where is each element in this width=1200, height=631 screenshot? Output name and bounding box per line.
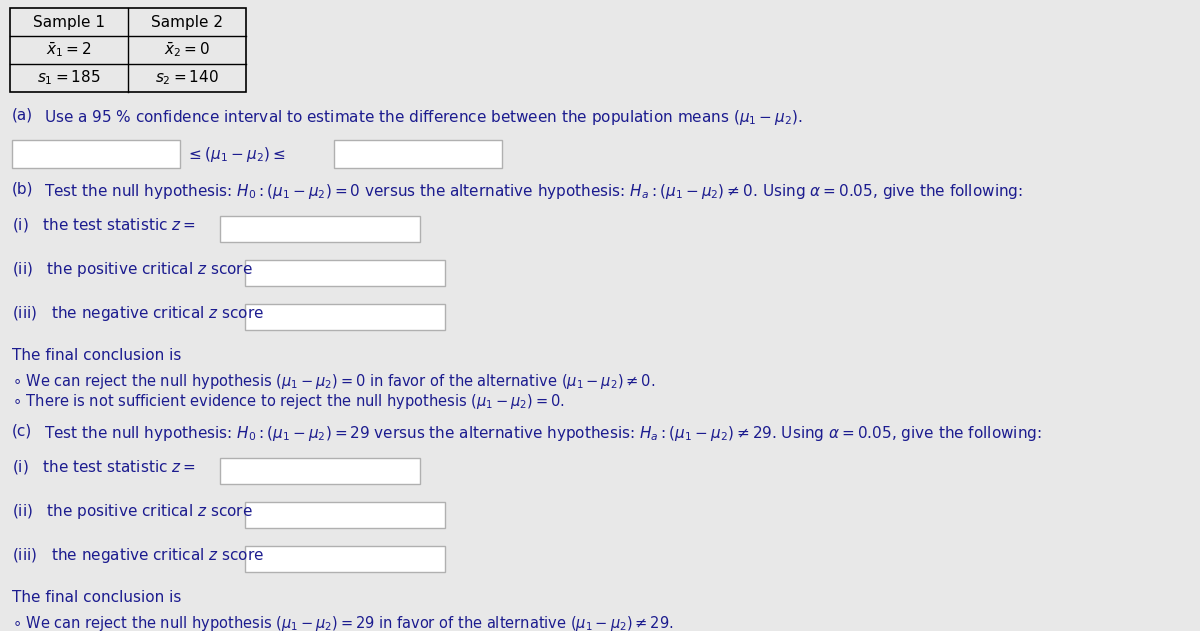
Text: (ii)   the positive critical $z$ score: (ii) the positive critical $z$ score	[12, 260, 253, 279]
Text: $\leq (\mu_1 - \mu_2) \leq$: $\leq (\mu_1 - \mu_2) \leq$	[186, 144, 286, 163]
Text: $\bar{x}_2 = 0$: $\bar{x}_2 = 0$	[164, 40, 210, 59]
FancyBboxPatch shape	[220, 458, 420, 484]
Text: (i)   the test statistic $z =$: (i) the test statistic $z =$	[12, 216, 196, 234]
FancyBboxPatch shape	[245, 546, 445, 572]
Text: Sample 1: Sample 1	[34, 15, 106, 30]
Text: (c): (c)	[12, 424, 32, 439]
Text: $\circ$ There is not sufficient evidence to reject the null hypothesis $(\mu_1 -: $\circ$ There is not sufficient evidence…	[12, 392, 565, 411]
Text: Test the null hypothesis: $H_0 : (\mu_1 - \mu_2) = 29$ versus the alternative hy: Test the null hypothesis: $H_0 : (\mu_1 …	[44, 424, 1042, 443]
Text: $s_2 = 140$: $s_2 = 140$	[155, 69, 218, 87]
FancyBboxPatch shape	[245, 260, 445, 286]
Text: $\bar{x}_1 = 2$: $\bar{x}_1 = 2$	[46, 40, 92, 59]
Text: (ii)   the positive critical $z$ score: (ii) the positive critical $z$ score	[12, 502, 253, 521]
FancyBboxPatch shape	[334, 140, 502, 168]
Text: $s_1 = 185$: $s_1 = 185$	[37, 69, 101, 87]
Text: Sample 2: Sample 2	[151, 15, 223, 30]
Text: Use a 95 % confidence interval to estimate the difference between the population: Use a 95 % confidence interval to estima…	[44, 108, 803, 127]
Bar	[10, 8, 246, 92]
FancyBboxPatch shape	[245, 502, 445, 528]
Text: (iii)   the negative critical $z$ score: (iii) the negative critical $z$ score	[12, 546, 264, 565]
Text: $\circ$ We can reject the null hypothesis $(\mu_1 - \mu_2) = 0$ in favor of the : $\circ$ We can reject the null hypothesi…	[12, 372, 655, 391]
Text: The final conclusion is: The final conclusion is	[12, 348, 181, 363]
Text: The final conclusion is: The final conclusion is	[12, 590, 181, 605]
FancyBboxPatch shape	[245, 304, 445, 330]
Text: Test the null hypothesis: $H_0 : (\mu_1 - \mu_2) = 0$ versus the alternative hyp: Test the null hypothesis: $H_0 : (\mu_1 …	[44, 182, 1022, 201]
Text: (i)   the test statistic $z =$: (i) the test statistic $z =$	[12, 458, 196, 476]
Text: (a): (a)	[12, 108, 34, 123]
FancyBboxPatch shape	[220, 216, 420, 242]
FancyBboxPatch shape	[12, 140, 180, 168]
Text: (b): (b)	[12, 182, 34, 197]
Text: $\circ$ We can reject the null hypothesis $(\mu_1 - \mu_2) = 29$ in favor of the: $\circ$ We can reject the null hypothesi…	[12, 614, 673, 631]
Text: (iii)   the negative critical $z$ score: (iii) the negative critical $z$ score	[12, 304, 264, 323]
